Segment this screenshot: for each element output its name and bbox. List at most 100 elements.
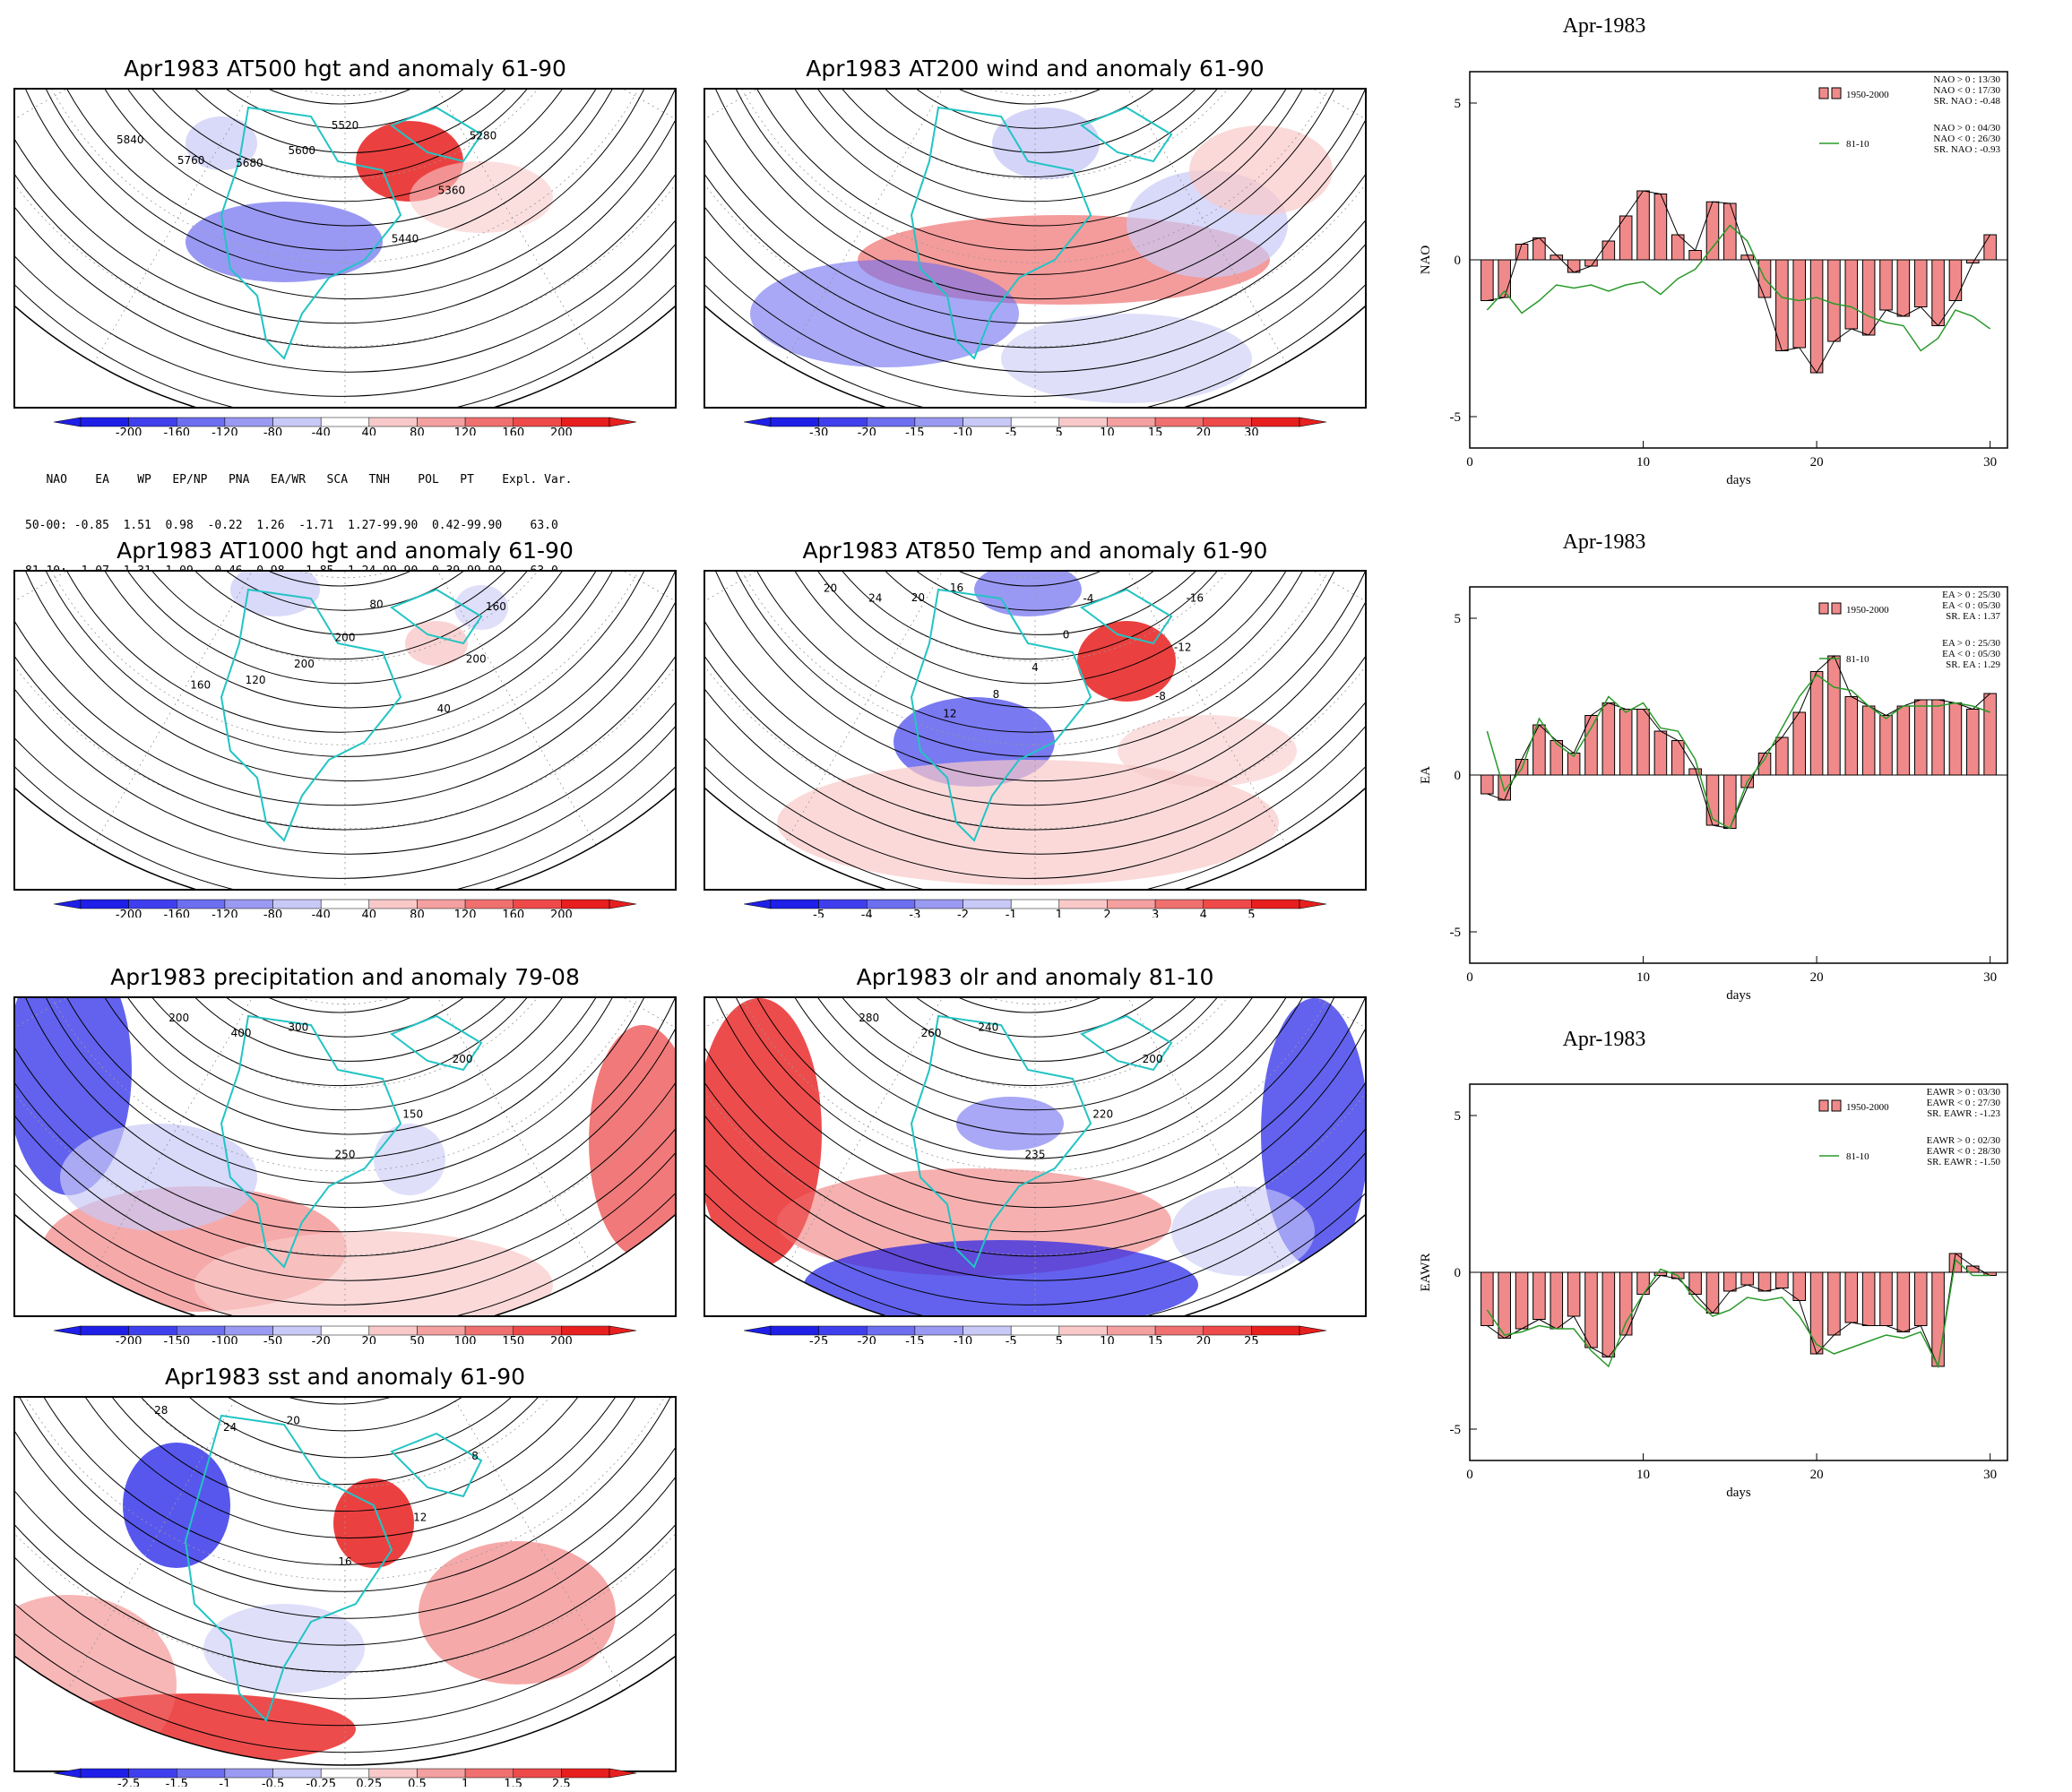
contour-line (15, 90, 675, 397)
legend-label: 1950-2000 (1846, 605, 1889, 616)
contour-line (15, 998, 675, 1305)
colorbar-swatch (224, 1768, 273, 1779)
colorbar-tick-label: -150 (164, 1335, 191, 1344)
colorbar-swatch (867, 899, 916, 909)
map-layer (705, 90, 1365, 407)
legend-stat: NAO < 0 : 26/30 (1933, 134, 2000, 144)
colorbar-swatch (561, 1768, 610, 1779)
contour-line (15, 572, 675, 831)
colorbar-swatch (177, 1768, 226, 1779)
contour-line (15, 1398, 675, 1673)
contour-label: 235 (1025, 1148, 1046, 1160)
colorbar-swatch (1203, 899, 1252, 909)
contour-label: 200 (1143, 1053, 1163, 1065)
contour-line (28, 90, 652, 251)
colorbar-tick-label: 200 (550, 426, 573, 435)
bar (1827, 1271, 1841, 1336)
map-frame (704, 88, 1367, 409)
bar (1983, 693, 1997, 776)
colorbar-swatch (320, 417, 370, 427)
colorbar-swatch (368, 1325, 418, 1336)
bar (1827, 655, 1841, 776)
contour-label: 250 (335, 1148, 356, 1160)
contour-line (751, 998, 1330, 1135)
anomaly-shading (992, 108, 1100, 179)
coastline (220, 1014, 402, 1269)
bar (1948, 259, 1963, 301)
colorbar-swatch (867, 417, 916, 427)
colorbar-swatch (272, 1325, 322, 1336)
colorbar-swatch (1251, 417, 1300, 427)
contour-label: 200 (294, 658, 315, 670)
latitude-circle (783, 90, 1287, 180)
bar (1983, 234, 1997, 261)
colorbar: -200 -150 -100 -50 -20 20 50 100 150 200 (54, 1325, 636, 1344)
anomaly-shading (230, 572, 320, 616)
map-title: Apr1983 AT500 hgt and anomaly 61-90 (124, 56, 566, 82)
contour-line (95, 998, 584, 1087)
contour-line (15, 1398, 675, 1592)
contour-label: 5280 (470, 130, 497, 142)
contour-label: 12 (943, 707, 956, 719)
legend-swatch (1818, 87, 1829, 99)
anomaly-shading (60, 1124, 257, 1231)
colorbar-end (609, 899, 636, 909)
hemisphere-map (705, 90, 1365, 407)
colorbar-tick-label: -120 (212, 426, 238, 435)
anomaly-shading (333, 1478, 414, 1568)
contour-line (78, 90, 612, 202)
colorbar-tick-label: -50 (263, 1335, 282, 1344)
bar (1705, 201, 1720, 261)
colorbar-tick-label: 5 (1056, 1335, 1063, 1344)
colorbar-swatch (80, 1768, 129, 1779)
contour-line (718, 90, 1342, 251)
colorbar-swatch (320, 1325, 370, 1336)
bar (1844, 696, 1859, 776)
colorbar: -25 -20 -15 -10 -5 5 10 15 20 25 (744, 1325, 1326, 1344)
contour-line (836, 572, 1234, 611)
legend-swatch (1818, 602, 1829, 615)
legend-label: 1950-2000 (1846, 90, 1889, 100)
latitude-circle (66, 1398, 624, 1488)
colorbar-end (54, 1325, 82, 1336)
anomaly-shading (589, 1025, 675, 1258)
bar (1515, 1271, 1529, 1330)
colorbar-swatch (1154, 899, 1204, 909)
colorbar-swatch (128, 899, 177, 909)
colorbar-swatch (770, 417, 819, 427)
bar (1809, 671, 1824, 776)
colorbar-swatch (1010, 1325, 1060, 1336)
contour-line (163, 90, 516, 105)
bar (1896, 259, 1911, 317)
colorbar-swatch (417, 1768, 466, 1779)
x-tick-label: 30 (1983, 1468, 1997, 1482)
bar (1636, 709, 1650, 776)
colorbar-tick-label: -40 (312, 909, 331, 918)
contour-line (15, 998, 675, 1209)
x-tick-label: 20 (1810, 1468, 1824, 1482)
contour-line (15, 90, 675, 324)
contour-label: 0 (1063, 629, 1070, 642)
coastline (1079, 106, 1173, 163)
y-tick-label: 0 (1455, 1266, 1462, 1280)
contour-label: 150 (402, 1108, 423, 1121)
contour-label: 200 (335, 632, 356, 644)
contour-label: 400 (231, 1027, 252, 1039)
bar (1913, 1271, 1928, 1326)
meridian-line (66, 1398, 346, 1692)
bar (1792, 1271, 1807, 1301)
y-tick-label: 5 (1455, 97, 1462, 111)
contour-label: 5840 (117, 134, 144, 146)
contour-label: -4 (1083, 592, 1093, 605)
colorbar-swatch (320, 1768, 370, 1779)
x-tick-label: 10 (1636, 1468, 1650, 1482)
contour-line (15, 1398, 675, 1727)
contour-line (705, 90, 1365, 324)
anomaly-shading (194, 1231, 553, 1315)
colorbar-end (609, 1768, 636, 1779)
contour-label: 240 (978, 1021, 998, 1033)
contour-line (705, 572, 1365, 806)
y-tick-label: -5 (1450, 1423, 1462, 1437)
x-tick-label: 20 (1810, 455, 1824, 470)
bar (1757, 1271, 1772, 1292)
